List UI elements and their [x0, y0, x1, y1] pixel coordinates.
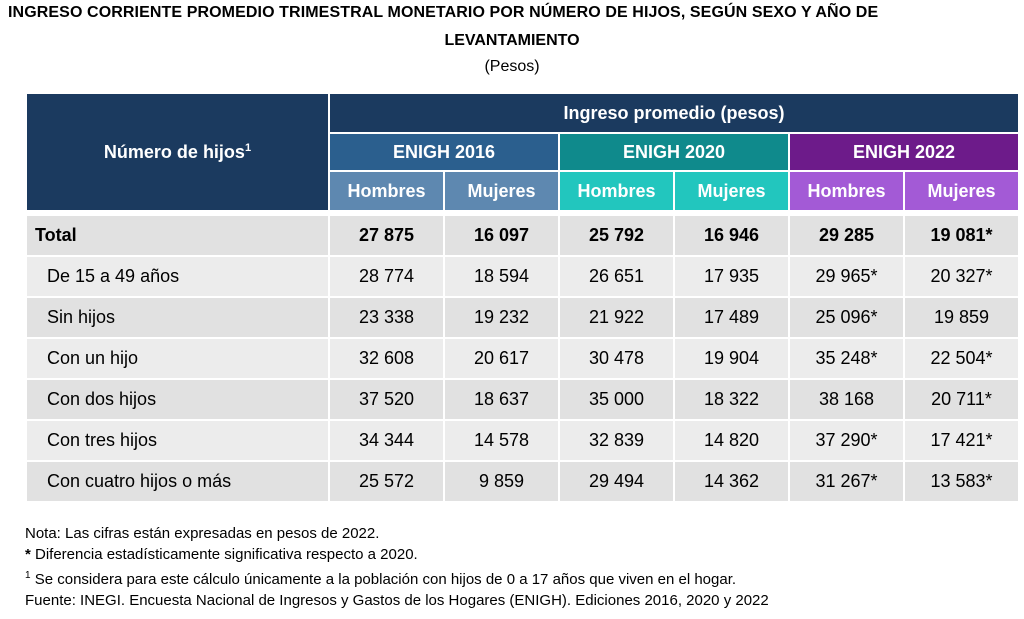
title-main: INGRESO CORRIENTE PROMEDIO TRIMESTRAL MO…	[8, 4, 879, 21]
table-cell: 19 232	[445, 298, 558, 337]
table-cell: 34 344	[330, 421, 443, 460]
table-cell: 19 904	[675, 339, 788, 378]
note-currency: Nota: Las cifras están expresadas en pes…	[25, 525, 380, 542]
sex-header-2020-men: Hombres	[560, 172, 673, 210]
row-label: Con un hijo	[27, 339, 328, 378]
asterisk-mark: *	[25, 546, 31, 563]
table-cell: 25 096*	[790, 298, 903, 337]
note-significance: * Diferencia estadísticamente significat…	[25, 544, 769, 565]
sex-header-2022-women: Mujeres	[905, 172, 1018, 210]
table-cell: 27 875	[330, 216, 443, 255]
table-cell: 37 290*	[790, 421, 903, 460]
table-cell: 31 267*	[790, 462, 903, 501]
table-cell: 35 248*	[790, 339, 903, 378]
table-row: Con cuatro hijos o más 25 572 9 859 29 4…	[27, 462, 1018, 501]
table-cell: 28 774	[330, 257, 443, 296]
note-footnote-text: Se considera para este cálculo únicament…	[30, 571, 737, 588]
table-cell: 29 494	[560, 462, 673, 501]
row-label: Con tres hijos	[27, 421, 328, 460]
table-cell: 25 792	[560, 216, 673, 255]
table-cell: 32 608	[330, 339, 443, 378]
row-label: Con dos hijos	[27, 380, 328, 419]
table-cell: 18 322	[675, 380, 788, 419]
table-row: Sin hijos 23 338 19 232 21 922 17 489 25…	[27, 298, 1018, 337]
row-label: Sin hijos	[27, 298, 328, 337]
table-notes: Nota: Las cifras están expresadas en pes…	[25, 523, 769, 611]
table-title: INGRESO CORRIENTE PROMEDIO TRIMESTRAL MO…	[0, 0, 1024, 90]
note-source: Fuente: INEGI. Encuesta Nacional de Ingr…	[25, 592, 769, 609]
table-cell: 32 839	[560, 421, 673, 460]
table-cell: 17 935	[675, 257, 788, 296]
table-cell: 14 578	[445, 421, 558, 460]
row-label: Total	[27, 216, 328, 255]
table-cell: 16 946	[675, 216, 788, 255]
row-header-footnote-mark: 1	[244, 141, 252, 154]
group-header-income: Ingreso promedio (pesos)	[330, 94, 1018, 132]
table-cell: 37 520	[330, 380, 443, 419]
table-cell: 29 285	[790, 216, 903, 255]
title-units: (Pesos)	[484, 58, 540, 75]
table-cell: 18 594	[445, 257, 558, 296]
year-header-2020: ENIGH 2020	[560, 134, 788, 170]
table-cell: 18 637	[445, 380, 558, 419]
footnote-mark: 1	[25, 570, 31, 581]
table-cell: 14 820	[675, 421, 788, 460]
table-cell: 25 572	[330, 462, 443, 501]
table-cell: 19 081*	[905, 216, 1018, 255]
row-label: Con cuatro hijos o más	[27, 462, 328, 501]
note-significance-text: Diferencia estadísticamente significativ…	[30, 546, 418, 563]
table-cell: 22 504*	[905, 339, 1018, 378]
table-cell: 17 421*	[905, 421, 1018, 460]
note-footnote: 1 Se considera para este cálculo únicame…	[25, 565, 769, 590]
table-cell: 20 327*	[905, 257, 1018, 296]
table-cell: 38 168	[790, 380, 903, 419]
table-row: Con tres hijos 34 344 14 578 32 839 14 8…	[27, 421, 1018, 460]
table-cell: 16 097	[445, 216, 558, 255]
sex-header-2022-men: Hombres	[790, 172, 903, 210]
title-continuation: LEVANTAMIENTO	[444, 32, 580, 49]
row-header-label: Número de hijos	[103, 141, 245, 162]
table-cell: 30 478	[560, 339, 673, 378]
table-cell: 19 859	[905, 298, 1018, 337]
table-row-total: Total 27 875 16 097 25 792 16 946 29 285…	[27, 216, 1018, 255]
row-header-number-of-children: Número de hijos1	[27, 94, 328, 210]
table-row: De 15 a 49 años 28 774 18 594 26 651 17 …	[27, 257, 1018, 296]
table-cell: 20 711*	[905, 380, 1018, 419]
table-cell: 35 000	[560, 380, 673, 419]
row-label: De 15 a 49 años	[27, 257, 328, 296]
sex-header-2016-men: Hombres	[330, 172, 443, 210]
sex-header-2020-women: Mujeres	[675, 172, 788, 210]
table-cell: 21 922	[560, 298, 673, 337]
year-header-2022: ENIGH 2022	[790, 134, 1018, 170]
income-table: Número de hijos1 Ingreso promedio (pesos…	[25, 92, 1020, 503]
table-cell: 9 859	[445, 462, 558, 501]
table-row: Con un hijo 32 608 20 617 30 478 19 904 …	[27, 339, 1018, 378]
table-cell: 26 651	[560, 257, 673, 296]
table-cell: 13 583*	[905, 462, 1018, 501]
table-cell: 14 362	[675, 462, 788, 501]
table-row: Con dos hijos 37 520 18 637 35 000 18 32…	[27, 380, 1018, 419]
sex-header-2016-women: Mujeres	[445, 172, 558, 210]
year-header-2016: ENIGH 2016	[330, 134, 558, 170]
table-cell: 23 338	[330, 298, 443, 337]
table-cell: 20 617	[445, 339, 558, 378]
table-cell: 17 489	[675, 298, 788, 337]
table-cell: 29 965*	[790, 257, 903, 296]
